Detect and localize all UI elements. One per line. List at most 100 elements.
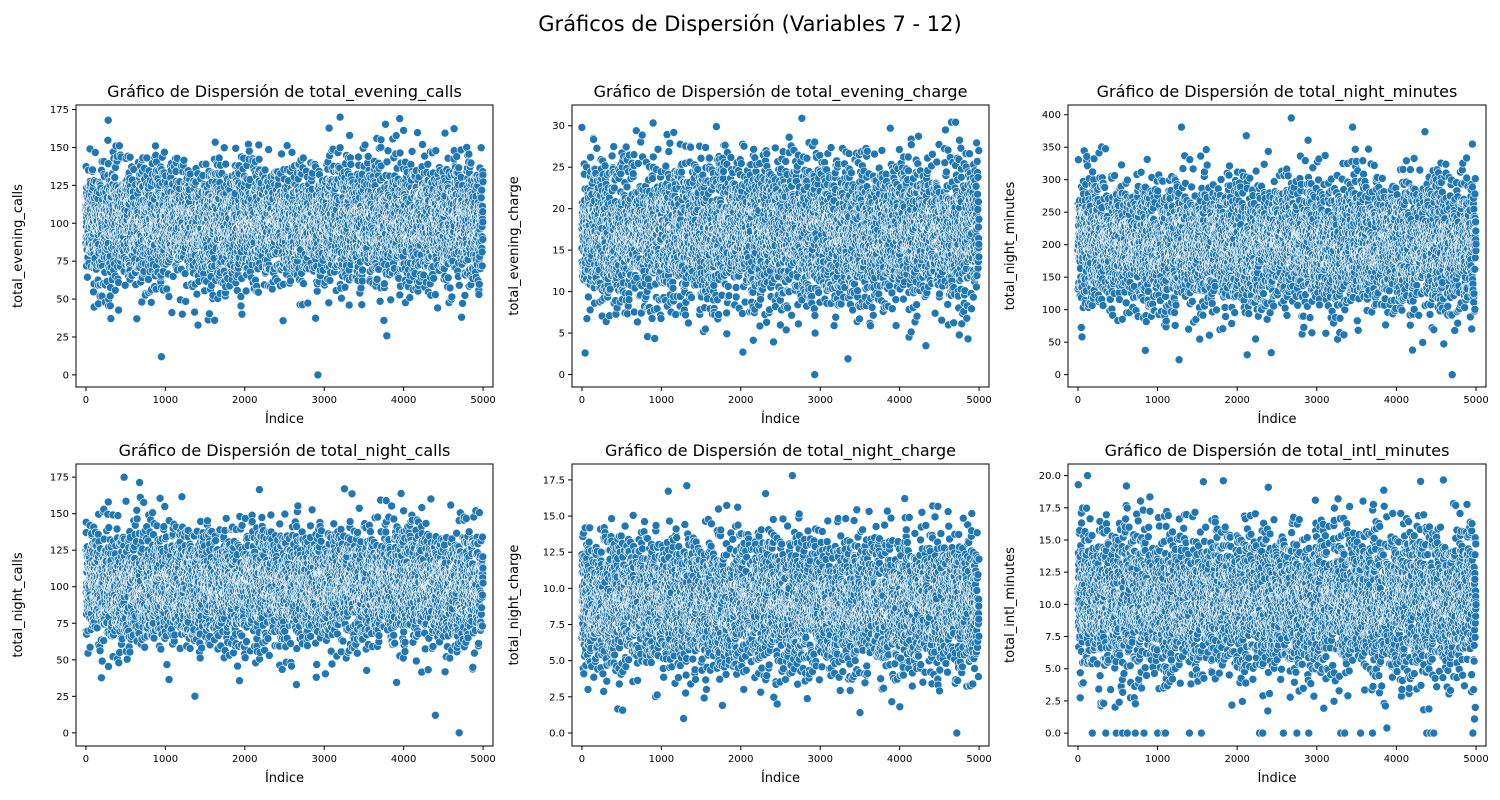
data-point bbox=[407, 147, 417, 156]
data-point bbox=[192, 289, 202, 299]
data-point bbox=[395, 290, 405, 300]
data-point bbox=[449, 124, 459, 133]
data-point bbox=[460, 291, 470, 300]
data-point bbox=[287, 148, 297, 157]
data-point bbox=[477, 185, 487, 195]
data-point bbox=[277, 149, 286, 159]
data-point bbox=[205, 309, 214, 319]
data-point bbox=[405, 293, 415, 302]
data-point bbox=[381, 120, 390, 129]
data-point bbox=[254, 140, 264, 150]
data-point bbox=[454, 163, 464, 173]
data-point bbox=[237, 309, 247, 319]
data-point bbox=[344, 300, 354, 310]
data-point bbox=[391, 131, 401, 140]
data-point bbox=[210, 137, 220, 147]
data-point bbox=[458, 299, 467, 308]
data-point bbox=[454, 280, 464, 290]
data-point bbox=[120, 280, 130, 290]
data-point bbox=[231, 144, 240, 153]
data-point bbox=[137, 297, 147, 307]
data-point bbox=[254, 287, 263, 297]
data-point bbox=[376, 143, 386, 152]
data-point bbox=[476, 143, 486, 152]
data-point bbox=[477, 247, 487, 257]
data-point bbox=[178, 309, 187, 319]
data-point bbox=[379, 316, 389, 325]
figure-title: Gráficos de Dispersión (Variables 7 - 12… bbox=[0, 12, 1500, 36]
data-point bbox=[111, 285, 120, 295]
data-point bbox=[395, 148, 405, 158]
data-point bbox=[440, 128, 450, 138]
data-point bbox=[358, 265, 367, 275]
data-point bbox=[168, 272, 178, 281]
data-point bbox=[357, 276, 367, 286]
data-point bbox=[115, 141, 124, 150]
data-point bbox=[267, 284, 277, 294]
data-point bbox=[220, 143, 229, 152]
data-point bbox=[282, 141, 292, 150]
data-point bbox=[335, 143, 345, 152]
data-point bbox=[311, 313, 320, 323]
data-point bbox=[254, 155, 264, 164]
data-point bbox=[312, 286, 322, 296]
data-point bbox=[103, 136, 113, 145]
data-point bbox=[372, 274, 382, 284]
data-point bbox=[375, 296, 385, 306]
scatter-points bbox=[81, 112, 488, 380]
data-point bbox=[193, 320, 203, 330]
data-point bbox=[299, 279, 308, 288]
data-point bbox=[201, 159, 211, 169]
data-point bbox=[325, 276, 335, 285]
data-point bbox=[105, 291, 115, 301]
data-point bbox=[106, 314, 116, 323]
data-point bbox=[110, 173, 120, 182]
data-point bbox=[380, 279, 389, 289]
data-point bbox=[429, 273, 439, 283]
data-point bbox=[147, 298, 156, 307]
data-point bbox=[151, 141, 160, 151]
data-point bbox=[241, 286, 251, 296]
data-point bbox=[354, 152, 363, 162]
data-point bbox=[360, 140, 370, 150]
data-point bbox=[264, 145, 273, 154]
data-point bbox=[221, 159, 230, 169]
data-point bbox=[356, 283, 366, 293]
data-point bbox=[418, 140, 427, 149]
data-point bbox=[181, 297, 190, 306]
data-point bbox=[476, 193, 486, 202]
data-point bbox=[345, 131, 354, 140]
data-point bbox=[376, 135, 386, 145]
data-point bbox=[477, 261, 487, 271]
data-point bbox=[106, 301, 115, 311]
data-point bbox=[236, 301, 246, 311]
data-point bbox=[431, 146, 441, 155]
data-point bbox=[179, 156, 189, 165]
data-point bbox=[286, 276, 295, 286]
data-point bbox=[337, 293, 346, 303]
data-point bbox=[431, 290, 440, 299]
data-point bbox=[340, 282, 350, 292]
data-point bbox=[129, 165, 139, 174]
data-point bbox=[164, 292, 174, 301]
data-point bbox=[190, 307, 199, 317]
data-point bbox=[474, 290, 484, 299]
data-point bbox=[443, 273, 453, 283]
data-point bbox=[423, 160, 433, 169]
data-point bbox=[382, 331, 392, 341]
data-point bbox=[125, 152, 135, 162]
data-point bbox=[278, 316, 288, 326]
data-point bbox=[383, 146, 393, 155]
data-point bbox=[447, 292, 457, 302]
data-point bbox=[399, 126, 408, 135]
data-point bbox=[474, 279, 484, 289]
data-point bbox=[180, 269, 190, 278]
data-point bbox=[324, 298, 334, 308]
data-point bbox=[91, 148, 100, 157]
data-point bbox=[167, 308, 177, 317]
data-point bbox=[303, 298, 313, 308]
data-point bbox=[357, 300, 367, 310]
data-point bbox=[346, 160, 356, 169]
data-point bbox=[445, 283, 455, 293]
